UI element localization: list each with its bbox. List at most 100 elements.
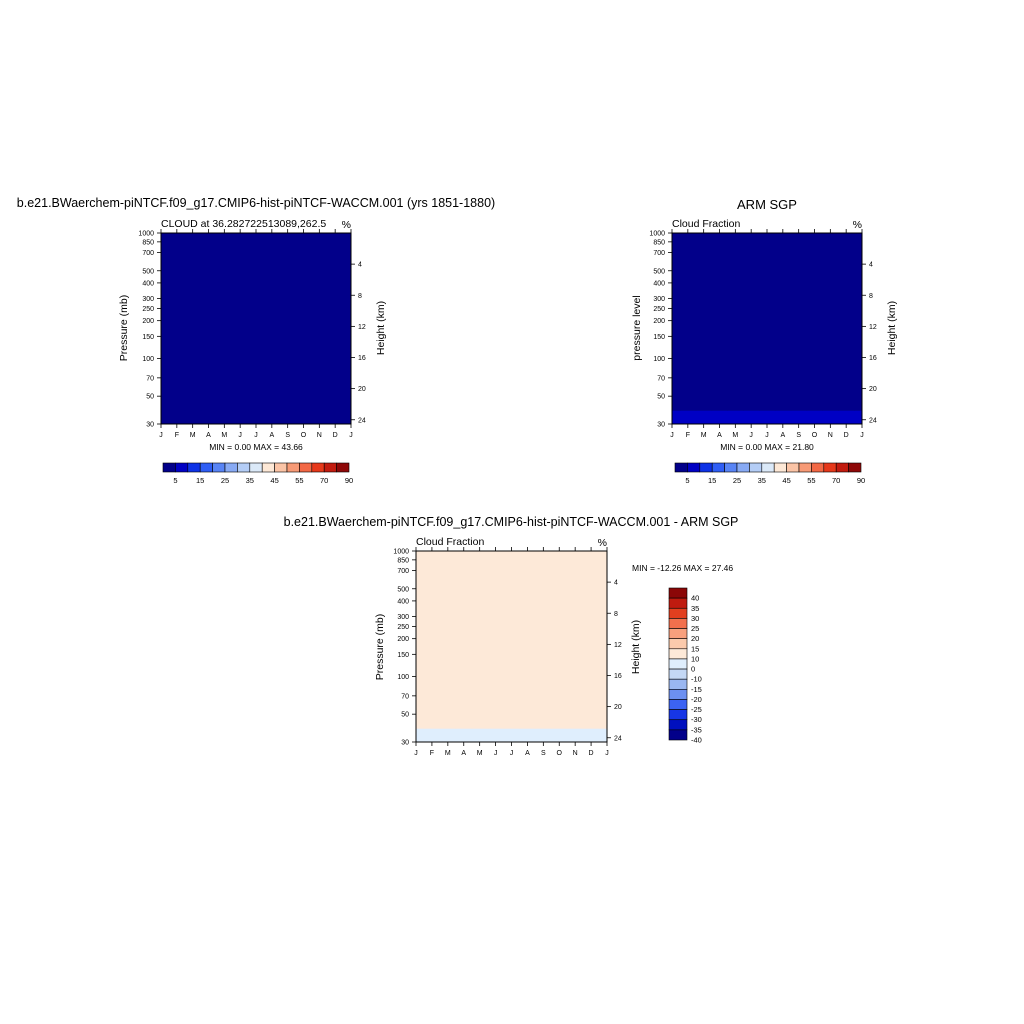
- x-tick-label: A: [780, 432, 785, 439]
- colorbar-swatch: [224, 462, 238, 473]
- colorbar-swatch: [261, 462, 275, 473]
- obs-y2label: Height (km): [886, 301, 898, 355]
- colorbar-swatch: [336, 462, 350, 473]
- colorbar-label: 15: [691, 644, 699, 653]
- colorbar-swatch: [668, 638, 688, 650]
- y-tick-label: 700: [397, 568, 409, 575]
- heatmap-cell: [295, 233, 313, 411]
- x-tick-label: S: [796, 432, 801, 439]
- heatmap-cell: [439, 551, 457, 729]
- heatmap-cell: [343, 233, 351, 411]
- x-tick-label: F: [175, 432, 179, 439]
- y-tick-label: 50: [146, 394, 154, 401]
- x-tick-label: D: [333, 432, 338, 439]
- colorbar-label: 45: [782, 476, 790, 485]
- x-tick-label: F: [686, 432, 690, 439]
- model-minmax: MIN = 0.00 MAX = 43.66: [209, 442, 303, 452]
- colorbar-swatch: [668, 597, 688, 609]
- y2-tick-label: 8: [358, 293, 362, 300]
- x-tick-label: J: [670, 432, 674, 439]
- x-tick-label: N: [828, 432, 833, 439]
- colorbar-swatch: [761, 462, 775, 473]
- x-tick-label: N: [317, 432, 322, 439]
- heatmap-cell: [503, 551, 521, 729]
- y2-tick-label: 20: [869, 386, 877, 393]
- colorbar-label: 25: [733, 476, 741, 485]
- y-tick-label: 30: [146, 422, 154, 429]
- colorbar-swatch: [668, 678, 688, 690]
- y2-tick-label: 12: [358, 324, 366, 331]
- heatmap-cells: [161, 233, 351, 424]
- y2-tick-label: 4: [869, 262, 873, 269]
- y-tick-label: 30: [657, 422, 665, 429]
- y-tick-label: 150: [397, 652, 409, 659]
- colorbar-label: 45: [270, 476, 278, 485]
- model-colorbar: 5 15 25 35 45 55 70 90: [162, 462, 353, 485]
- heatmap-cell: [759, 233, 776, 411]
- colorbar-swatch: [175, 462, 189, 473]
- y2-tick-label: 24: [358, 417, 366, 424]
- x-tick-label: D: [589, 750, 594, 757]
- y2-tick-label: 12: [614, 642, 622, 649]
- heatmap-cell: [567, 551, 584, 729]
- y-tick-label: 70: [657, 375, 665, 382]
- colorbar-label: 90: [857, 476, 865, 485]
- heatmap-cell: [551, 551, 568, 729]
- x-tick-label: J: [510, 750, 514, 757]
- heatmap-cells: [672, 233, 862, 424]
- y-tick-label: 300: [653, 296, 665, 303]
- diff-y2label: Height (km): [630, 620, 642, 674]
- diff-units: %: [598, 537, 607, 549]
- colorbar-swatch: [724, 462, 738, 473]
- heatmap-cell: [854, 233, 862, 411]
- y-tick-label: 100: [397, 674, 409, 681]
- heatmap-cell: [263, 233, 281, 411]
- model-cloud-panel: J F M A M J J A S O N D J 30 50 70 100 150 200 250 300 400 500…: [138, 229, 366, 439]
- x-tick-label: M: [732, 432, 738, 439]
- y-tick-label: 150: [653, 334, 665, 341]
- x-tick-label: D: [844, 432, 849, 439]
- y-tick-label: 400: [653, 280, 665, 287]
- model-ylabel: Pressure (mb): [118, 295, 130, 362]
- colorbar-swatch: [668, 668, 688, 680]
- colorbar-label: 90: [345, 476, 353, 485]
- x-tick-label: A: [525, 750, 530, 757]
- y-tick-label: 200: [653, 318, 665, 325]
- colorbar-swatch: [162, 462, 176, 473]
- colorbar-label: -35: [691, 725, 702, 734]
- colorbar-swatch: [323, 462, 337, 473]
- obs-colorbar: 5 15 25 35 45 55 70 90: [674, 462, 865, 485]
- colorbar-label: 70: [832, 476, 840, 485]
- colorbar-swatch: [699, 462, 713, 473]
- heatmap-cell: [232, 233, 249, 411]
- colorbar-label: 70: [320, 476, 328, 485]
- y2-tick-label: 20: [614, 704, 622, 711]
- x-tick-label: J: [254, 432, 258, 439]
- obs-units: %: [853, 219, 862, 231]
- heatmap-cell: [743, 233, 760, 411]
- y-tick-label: 850: [142, 239, 154, 246]
- x-tick-label: O: [812, 432, 818, 439]
- colorbar-swatch: [798, 462, 812, 473]
- colorbar-swatch: [674, 462, 688, 473]
- heatmap-cells: [416, 551, 607, 742]
- colorbar-label: 20: [691, 634, 699, 643]
- colorbar-label: 15: [196, 476, 204, 485]
- heatmap-cell: [487, 551, 505, 729]
- colorbar-label: 25: [691, 624, 699, 633]
- x-tick-label: M: [701, 432, 707, 439]
- y-tick-label: 500: [397, 586, 409, 593]
- y-tick-label: 400: [142, 280, 154, 287]
- heatmap-cell: [216, 233, 233, 411]
- y-tick-label: 200: [142, 318, 154, 325]
- colorbar-swatch: [773, 462, 787, 473]
- y-tick-label: 700: [142, 250, 154, 257]
- heatmap-cell: [672, 233, 681, 411]
- heatmap-cell: [327, 233, 344, 411]
- heatmap-cell: [806, 233, 824, 411]
- y-tick-label: 70: [146, 375, 154, 382]
- colorbar-swatch: [286, 462, 300, 473]
- y2-tick-label: 8: [614, 611, 618, 618]
- x-tick-label: A: [717, 432, 722, 439]
